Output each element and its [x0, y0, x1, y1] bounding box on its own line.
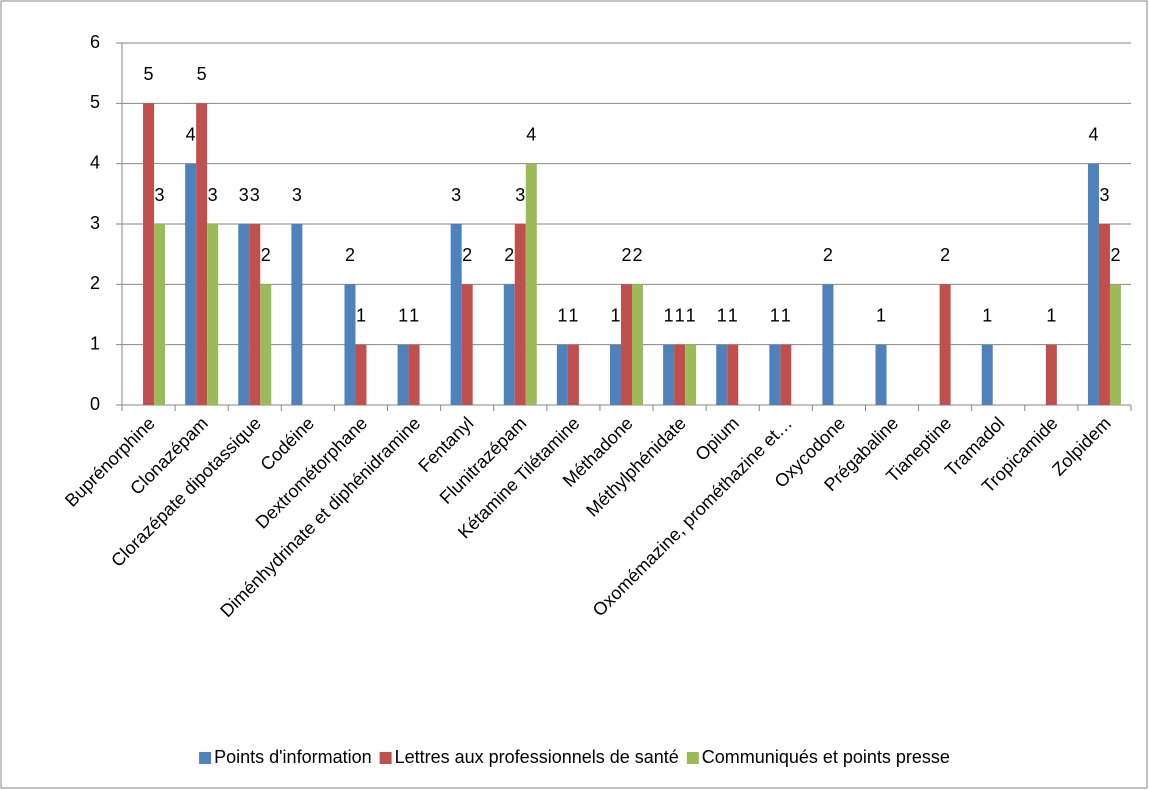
legend-label: Points d'information: [214, 747, 372, 767]
bar: [939, 284, 951, 405]
data-label: 3: [292, 185, 302, 205]
data-label: 1: [664, 305, 674, 325]
data-label: 2: [261, 245, 271, 265]
bar: [185, 163, 197, 405]
legend-label: Communiqués et points presse: [702, 747, 950, 767]
data-label: 1: [686, 305, 696, 325]
bar: [397, 344, 409, 405]
bar: [450, 224, 462, 405]
bar: [196, 103, 208, 405]
data-label: 1: [675, 305, 685, 325]
y-tick-label: 1: [90, 333, 100, 353]
bar: [663, 344, 675, 405]
bar: [1087, 163, 1099, 405]
bar: [525, 163, 537, 405]
bar: [780, 344, 792, 405]
data-label: 3: [239, 185, 249, 205]
y-tick-label: 0: [90, 394, 100, 414]
data-label: 1: [568, 305, 578, 325]
data-label: 2: [345, 245, 355, 265]
bar: [875, 344, 887, 405]
y-tick-label: 3: [90, 213, 100, 233]
data-label: 2: [462, 245, 472, 265]
data-label: 1: [717, 305, 727, 325]
bar: [260, 284, 272, 405]
bar: [632, 284, 643, 405]
data-label: 1: [770, 305, 780, 325]
data-label: 1: [781, 305, 791, 325]
bar: [249, 224, 261, 405]
data-label: 5: [197, 64, 207, 84]
data-label: 4: [1088, 124, 1098, 144]
bar: [238, 224, 250, 405]
bar: [822, 284, 834, 405]
legend-swatch: [199, 752, 212, 764]
bar: [207, 224, 219, 405]
legend-label: Lettres aux professionnels de santé: [395, 747, 679, 767]
data-label: 1: [610, 305, 620, 325]
bar: [503, 284, 515, 405]
bar: [556, 344, 568, 405]
bar: [716, 344, 728, 405]
data-label: 2: [632, 245, 642, 265]
bar: [567, 344, 579, 405]
data-label: 1: [557, 305, 567, 325]
data-label: 3: [250, 185, 260, 205]
bar: [981, 344, 993, 405]
data-label: 5: [144, 64, 154, 84]
data-label: 1: [876, 305, 886, 325]
bar: [674, 344, 686, 405]
bar: [685, 344, 697, 405]
legend-swatch: [379, 752, 392, 764]
data-label: 2: [1110, 245, 1120, 265]
y-tick-label: 5: [90, 92, 100, 112]
data-label: 2: [940, 245, 950, 265]
data-label: 1: [409, 305, 419, 325]
data-label: 1: [728, 305, 738, 325]
data-label: 2: [504, 245, 514, 265]
data-label: 1: [356, 305, 366, 325]
bar: [143, 103, 155, 405]
data-label: 3: [155, 185, 165, 205]
legend-swatch: [686, 752, 699, 764]
bar: [408, 344, 420, 405]
bar: [154, 224, 166, 405]
bar: [727, 344, 739, 405]
data-label: 3: [1099, 185, 1109, 205]
data-label: 1: [398, 305, 408, 325]
bar: [610, 344, 621, 405]
bar: [461, 284, 473, 405]
data-label: 4: [186, 124, 196, 144]
bar: [769, 344, 781, 405]
data-label: 3: [451, 185, 461, 205]
data-label: 3: [208, 185, 218, 205]
bar: [291, 224, 303, 405]
y-tick-label: 4: [90, 152, 100, 172]
bar: [1045, 344, 1057, 405]
bar: [355, 344, 367, 405]
bar: [1109, 284, 1121, 405]
data-label: 1: [1046, 305, 1056, 325]
data-label: 2: [621, 245, 631, 265]
y-tick-label: 2: [90, 273, 100, 293]
bar: [344, 284, 356, 405]
data-label: 4: [526, 124, 536, 144]
y-tick-label: 6: [90, 32, 100, 52]
bar: [514, 224, 526, 405]
data-label: 2: [823, 245, 833, 265]
bar: [621, 284, 632, 405]
data-label: 3: [515, 185, 525, 205]
legend: Points d'information Lettres aux professi…: [199, 747, 950, 767]
data-label: 1: [982, 305, 992, 325]
bar: [1098, 224, 1110, 405]
